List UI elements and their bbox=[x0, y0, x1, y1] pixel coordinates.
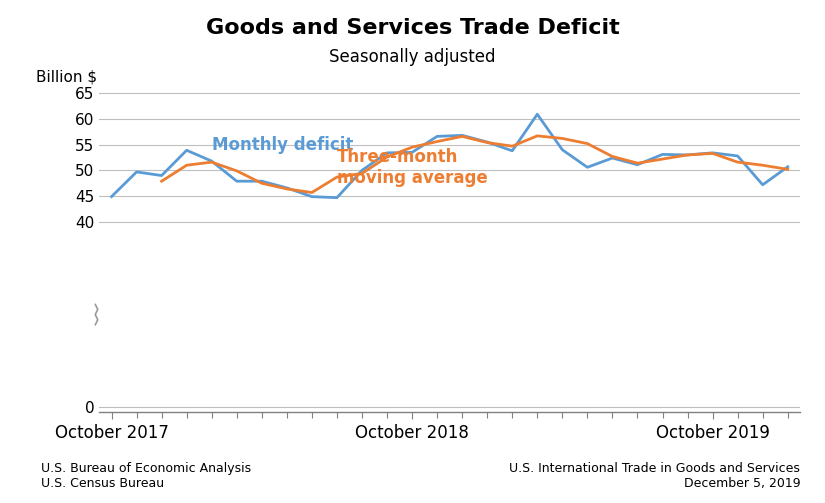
Text: Billion $: Billion $ bbox=[36, 69, 97, 84]
Text: Seasonally adjusted: Seasonally adjusted bbox=[329, 48, 496, 66]
Text: U.S. Bureau of Economic Analysis
U.S. Census Bureau: U.S. Bureau of Economic Analysis U.S. Ce… bbox=[41, 462, 252, 490]
Text: Goods and Services Trade Deficit: Goods and Services Trade Deficit bbox=[205, 18, 620, 38]
Text: U.S. International Trade in Goods and Services
December 5, 2019: U.S. International Trade in Goods and Se… bbox=[509, 462, 800, 490]
Text: Monthly deficit: Monthly deficit bbox=[212, 136, 353, 154]
Text: Three-month
moving average: Three-month moving average bbox=[337, 148, 488, 187]
